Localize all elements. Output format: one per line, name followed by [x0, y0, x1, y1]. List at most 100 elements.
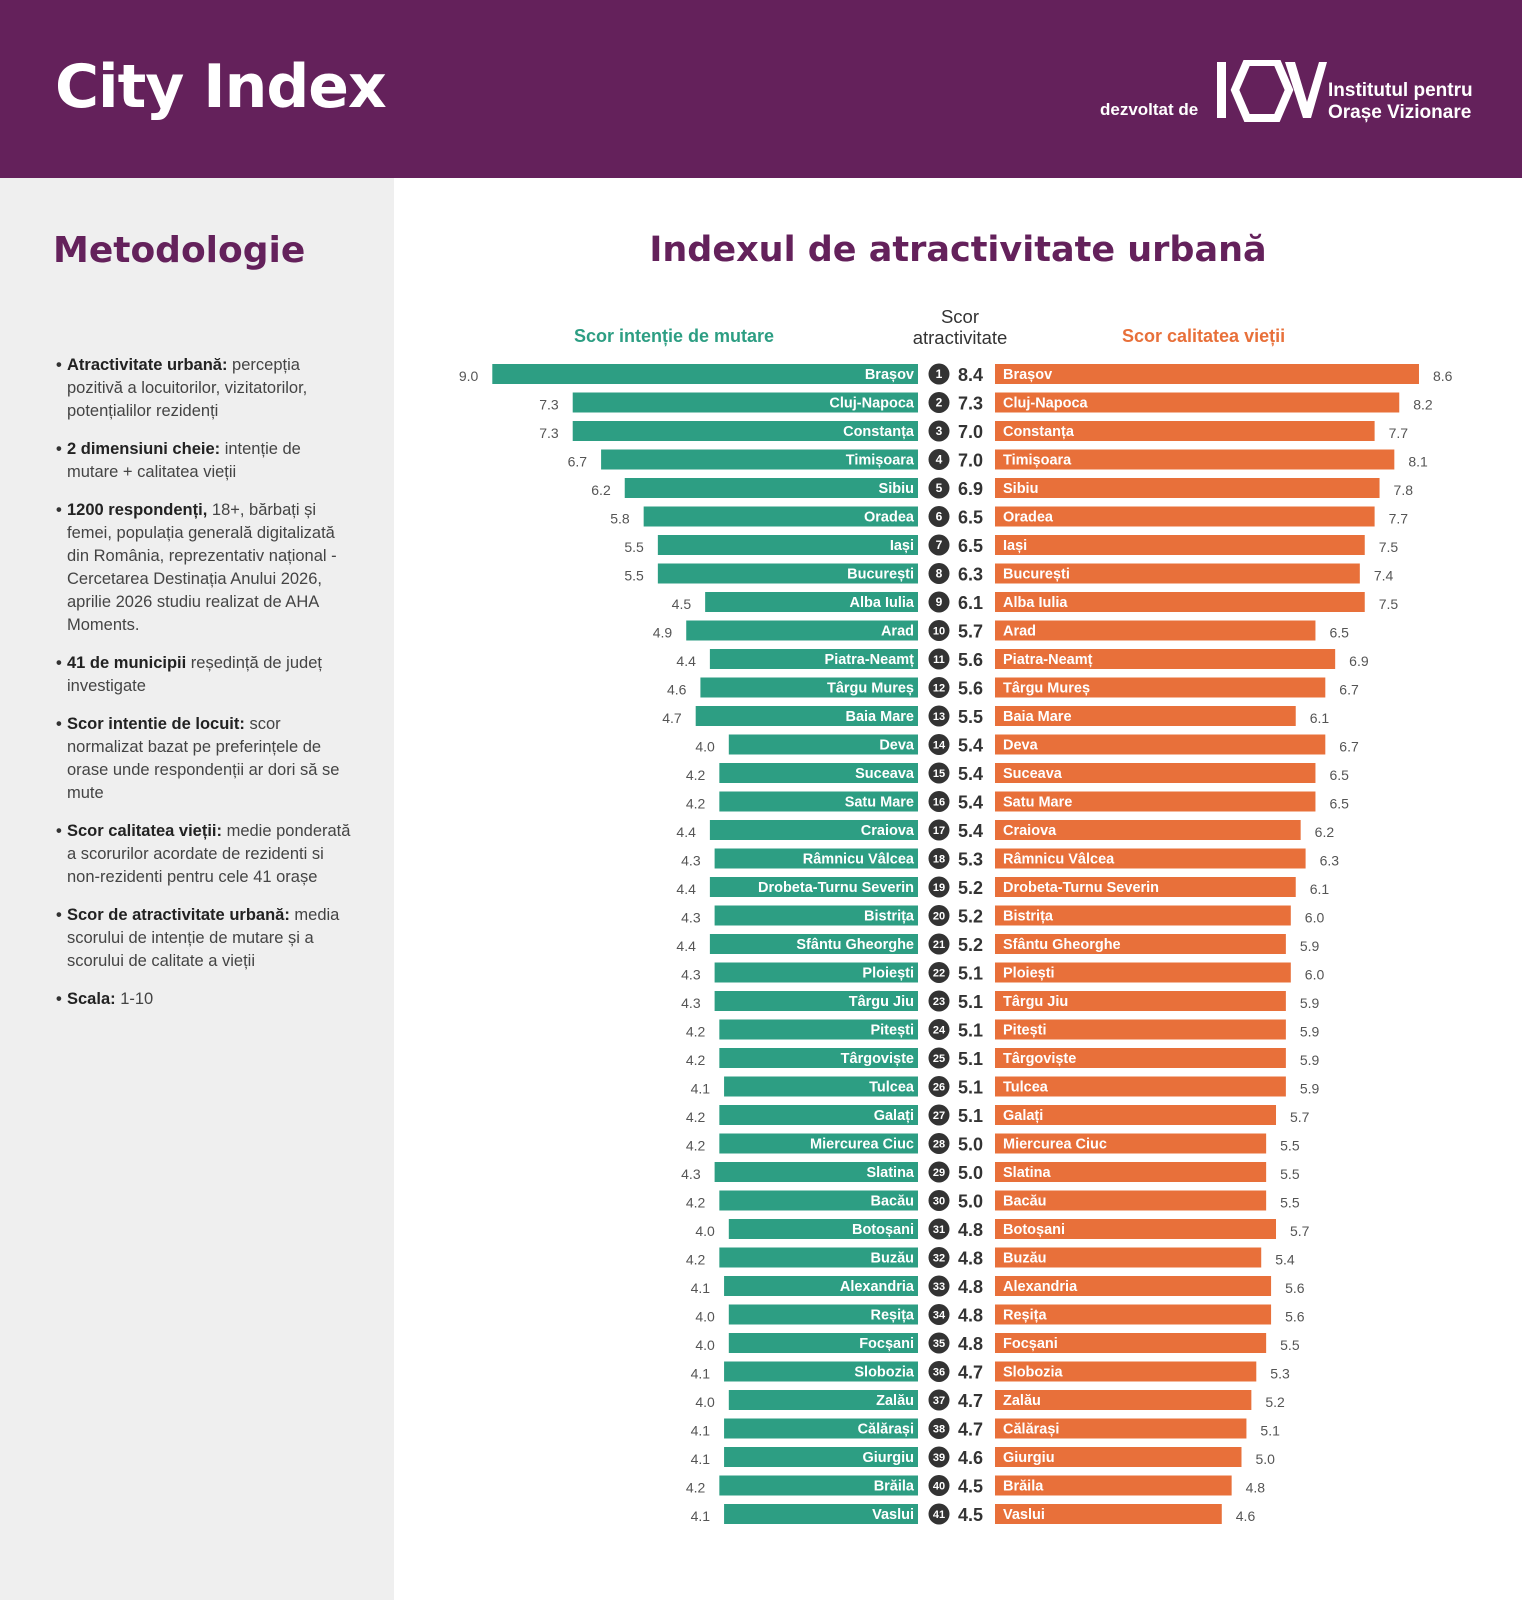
quality-bar — [995, 620, 1316, 641]
methodology-item: 41 de municipii reședință de județ inves… — [56, 652, 356, 698]
attractiveness-score-label: 4.7 — [958, 1420, 983, 1440]
methodology-item: Scor de atractivitate urbană: media scor… — [56, 904, 356, 973]
rank-number: 14 — [933, 740, 946, 752]
intent-bar-city-label: Târgoviște — [841, 1051, 914, 1067]
quality-value-label: 7.8 — [1394, 482, 1414, 498]
attractiveness-score-label: 7.0 — [958, 451, 983, 471]
intent-value-label: 4.0 — [695, 1223, 715, 1239]
methodology-item-text: scor normalizat bazat pe preferințele de… — [67, 715, 340, 802]
methodology-item: Scala: 1-10 — [56, 988, 356, 1011]
quality-bar — [995, 1190, 1267, 1211]
quality-bar — [995, 1418, 1247, 1439]
attractiveness-score-label: 6.1 — [958, 593, 983, 613]
attractiveness-score-label: 5.4 — [958, 821, 983, 841]
rank-number: 41 — [933, 1509, 945, 1521]
middle-series-label: Scor atractivitate — [880, 306, 1040, 348]
intent-bar — [724, 1418, 918, 1439]
quality-bar-city-label: Târgoviște — [1003, 1051, 1076, 1067]
quality-bar-city-label: Zalău — [1003, 1393, 1041, 1409]
rank-badge — [928, 1218, 950, 1240]
intent-bar — [695, 706, 918, 726]
methodology-item-text: reședință de județ investigate — [67, 654, 322, 695]
rank-number: 27 — [933, 1110, 945, 1122]
quality-bar — [995, 734, 1326, 755]
intent-bar — [724, 1276, 918, 1296]
organization-name-line2: Orașe Vizionare — [1328, 102, 1472, 123]
attractiveness-score-label: 6.5 — [958, 508, 983, 528]
attractiveness-score-label: 5.3 — [958, 850, 983, 870]
rank-number: 32 — [933, 1253, 945, 1265]
intent-value-label: 4.2 — [686, 767, 706, 783]
attractiveness-score-label: 5.5 — [958, 707, 983, 727]
attractiveness-score-label: 5.1 — [958, 992, 983, 1012]
intent-bar — [657, 535, 918, 555]
quality-bar-city-label: Reșița — [1003, 1308, 1047, 1324]
rank-number: 40 — [933, 1481, 945, 1493]
intent-bar — [624, 478, 918, 498]
quality-bar-city-label: Slatina — [1003, 1165, 1051, 1181]
attractiveness-score-label: 4.6 — [958, 1448, 983, 1468]
intent-bar — [705, 592, 918, 612]
rank-badge — [928, 1275, 950, 1297]
rank-badge — [928, 990, 950, 1012]
quality-value-label: 7.5 — [1379, 539, 1399, 555]
methodology-item-term: Scala: — [67, 990, 116, 1008]
intent-bar-city-label: Reșița — [870, 1308, 914, 1324]
quality-value-label: 6.7 — [1339, 739, 1359, 755]
rank-number: 39 — [933, 1452, 945, 1464]
quality-bar-city-label: București — [1003, 567, 1070, 583]
intent-bar-city-label: Vaslui — [872, 1507, 914, 1523]
rank-badge — [928, 1304, 950, 1325]
methodology-item-text: 1-10 — [115, 990, 154, 1008]
quality-bar — [995, 934, 1286, 954]
quality-bar — [995, 449, 1395, 470]
intent-value-label: 4.1 — [691, 1280, 711, 1296]
quality-value-label: 5.0 — [1256, 1451, 1276, 1467]
intent-bar-city-label: Arad — [881, 624, 914, 640]
intent-value-label: 9.0 — [459, 368, 479, 384]
quality-bar — [995, 677, 1326, 698]
quality-bar — [995, 1219, 1277, 1239]
quality-value-label: 6.5 — [1329, 767, 1349, 783]
quality-bar — [995, 1504, 1222, 1524]
rank-number: 5 — [936, 481, 943, 495]
quality-value-label: 8.6 — [1433, 368, 1453, 384]
quality-value-label: 8.1 — [1408, 454, 1428, 470]
attractiveness-score-label: 5.0 — [958, 1192, 983, 1212]
methodology-item-term: Scor intentie de locuit: — [67, 715, 245, 733]
quality-value-label: 6.0 — [1305, 910, 1325, 926]
intent-value-label: 5.8 — [610, 511, 630, 527]
intent-bar-city-label: Bistrița — [864, 909, 915, 925]
intent-bar-city-label: Craiova — [861, 823, 915, 839]
quality-bar — [995, 1162, 1267, 1182]
rank-number: 25 — [933, 1053, 945, 1065]
intent-bar-city-label: Galați — [874, 1108, 914, 1124]
attractiveness-score-label: 4.5 — [958, 1477, 983, 1497]
attractiveness-score-label: 5.2 — [958, 878, 983, 898]
rank-number: 8 — [936, 567, 943, 581]
intent-bar — [728, 1219, 918, 1239]
quality-bar-city-label: Arad — [1003, 624, 1036, 640]
rank-number: 29 — [933, 1167, 945, 1179]
intent-bar — [719, 1475, 918, 1496]
quality-value-label: 5.9 — [1300, 1024, 1320, 1040]
quality-bar-city-label: Slobozia — [1003, 1365, 1064, 1381]
quality-value-label: 5.5 — [1280, 1138, 1300, 1154]
quality-value-label: 5.1 — [1260, 1423, 1280, 1439]
rank-badge — [928, 591, 950, 613]
quality-bar-city-label: Craiova — [1003, 823, 1057, 839]
intent-bar-city-label: Oradea — [864, 510, 915, 526]
quality-bar — [995, 763, 1316, 783]
quality-value-label: 6.9 — [1349, 653, 1369, 669]
intent-value-label: 4.4 — [676, 653, 696, 669]
intent-value-label: 4.3 — [681, 853, 701, 869]
right-series-label: Scor calitatea vieții — [1122, 326, 1286, 346]
rank-badge — [928, 1019, 950, 1040]
quality-value-label: 4.6 — [1236, 1508, 1256, 1524]
quality-bar-city-label: Miercurea Ciuc — [1003, 1137, 1107, 1153]
rank-number: 21 — [933, 939, 945, 951]
quality-bar — [995, 1276, 1272, 1296]
rank-badge — [928, 449, 950, 470]
rank-badge — [928, 1047, 950, 1069]
methodology-item-text: 18+, bărbați și femei, populația general… — [67, 501, 337, 634]
